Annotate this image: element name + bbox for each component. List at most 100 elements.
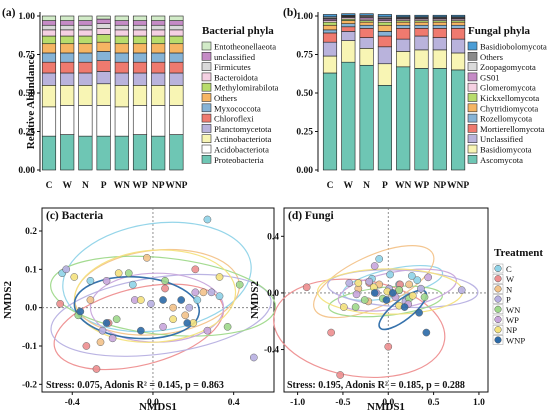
b-bar-segment-basidiobolomycota xyxy=(432,14,447,18)
c-point-w xyxy=(56,299,65,308)
c-point-wp xyxy=(203,326,212,335)
c-point-np xyxy=(114,269,123,278)
a-bar-segment-acidobacteriota xyxy=(60,105,75,135)
b-bar-segment-rozellomycota xyxy=(396,24,411,29)
b-bar-segment-mortierellomycota xyxy=(341,26,356,32)
a-bar-segment-bacteroidota xyxy=(96,28,111,35)
b-bar-segment-mortierellomycota xyxy=(451,28,466,40)
c-point-np xyxy=(137,296,145,304)
a-bar-segment-firmicutes xyxy=(60,24,75,31)
a-bar-segment-unclassified xyxy=(169,20,184,26)
c-point-p xyxy=(62,265,71,274)
a-bar-segment-methylomirabilota xyxy=(96,34,111,43)
b-bar-segment-basidiobolomycota xyxy=(451,14,466,18)
d-point-wn xyxy=(420,293,429,302)
b-legend-entry: Rozellomycota xyxy=(480,114,532,124)
a-bar-segment-chloroflexi xyxy=(132,61,148,74)
c-ellipse-np xyxy=(73,249,237,343)
b-legend-swatch xyxy=(467,51,478,61)
a-bar-segment-actinobacteriota xyxy=(41,85,57,108)
a-bar-segment-planctomycetota xyxy=(114,72,129,86)
b-bar-segment-rozellomycota xyxy=(322,29,338,34)
b-legend-swatch xyxy=(467,41,478,51)
a-bar-segment-others xyxy=(151,43,166,54)
a-bar-segment-entotheonellaeota xyxy=(132,15,148,21)
a-bar-segment-chloroflexi xyxy=(78,61,93,74)
a-bar-segment-bacteroidota xyxy=(151,29,166,37)
a-legend-entry: Actinobacteriota xyxy=(214,134,271,144)
a-bar-segment-methylomirabilota xyxy=(169,35,184,45)
c-y-tick-label: 0.2 xyxy=(25,227,37,237)
b-bar-segment-chytridiomycota xyxy=(341,20,356,25)
b-legend-swatch xyxy=(467,72,478,82)
d-point-c xyxy=(407,272,416,280)
treatment-legend-entry-p: P xyxy=(506,295,511,305)
c-point-wn xyxy=(223,322,232,331)
d-ellipse-n xyxy=(313,245,435,319)
treatment-legend-marker-np xyxy=(494,326,502,334)
a-x-tick-label: WN xyxy=(114,181,131,191)
b-x-tick-label: NP xyxy=(433,181,446,191)
b-bar-segment-mortierellomycota xyxy=(414,28,429,37)
a-bar-segment-proteobacteria xyxy=(60,134,75,171)
c-point-c xyxy=(86,276,95,285)
c-point-wp xyxy=(159,322,167,331)
a-bar-segment-acidobacteriota xyxy=(114,106,129,137)
b-bar-segment-basidiomycota xyxy=(322,55,338,74)
b-legend-entry: Unclassified xyxy=(480,134,524,144)
panel-d-frame xyxy=(283,207,489,393)
a-bar-segment-actinobacteriota xyxy=(169,85,184,106)
b-bar-segment-kickxellomycota xyxy=(377,21,392,26)
a-legend-entry: Methylomirabilota xyxy=(214,83,279,93)
a-bar-segment-others xyxy=(169,43,184,54)
a-bar-segment-bacteroidota xyxy=(41,29,57,37)
c-point-wn xyxy=(161,276,169,285)
b-bar-segment-ascomycota xyxy=(451,69,466,171)
d-point-wp xyxy=(370,262,379,270)
b-bar-segment-chytridiomycota xyxy=(414,21,429,26)
a-bar-segment-actinobacteriota xyxy=(132,85,148,106)
a-bar-segment-planctomycetota xyxy=(41,72,57,86)
b-bar-segment-basidiomycota xyxy=(341,40,356,63)
c-point-wn xyxy=(124,269,133,278)
a-y-tick-label: 0.50 xyxy=(18,89,35,99)
b-bar-segment-unclassified xyxy=(377,46,392,65)
d-point-w xyxy=(384,342,393,351)
treatment-legend-marker-wp xyxy=(494,315,502,324)
treatment-legend-marker-c xyxy=(494,264,502,273)
c-ellipse-wnp xyxy=(73,275,201,340)
d-point-p xyxy=(417,284,425,293)
a-legend-entry: Proteobacteria xyxy=(214,155,264,165)
panel-c-x-axis-title: NMDS1 xyxy=(139,401,177,413)
b-bar-segment-basidiomycota xyxy=(432,49,447,69)
b-legend-swatch xyxy=(467,155,478,164)
d-x-tick-label: 1.0 xyxy=(473,398,485,408)
b-bar-segment-ascomycota xyxy=(396,66,411,171)
b-bar-segment-ascomycota xyxy=(359,64,374,171)
treatment-legend-marker-wn xyxy=(494,305,502,313)
a-bar-segment-firmicutes xyxy=(41,24,57,31)
a-bar-segment-others xyxy=(41,43,57,54)
b-bar-segment-kickxellomycota xyxy=(322,21,338,26)
b-bar-segment-basidiobolomycota xyxy=(359,13,374,16)
b-bar-segment-mortierellomycota xyxy=(322,32,338,43)
d-x-tick-label: 0.5 xyxy=(428,398,440,408)
c-point-w xyxy=(191,265,200,274)
a-bar-segment-bacteroidota xyxy=(169,29,184,37)
d-y-tick-label: -0.4 xyxy=(264,346,279,356)
a-bar-segment-methylomirabilota xyxy=(78,35,93,45)
a-bar-segment-unclassified xyxy=(60,20,75,26)
a-bar-segment-proteobacteria xyxy=(78,135,93,171)
a-legend-entry: Bacteroidota xyxy=(214,72,258,82)
b-bar-segment-rozellomycota xyxy=(432,24,447,29)
c-point-c xyxy=(128,280,137,289)
b-bar-segment-mortierellomycota xyxy=(396,28,411,40)
a-bar-segment-myxococcota xyxy=(132,52,148,63)
a-bar-segment-planctomycetota xyxy=(169,72,184,86)
b-bar-segment-rozellomycota xyxy=(414,24,429,29)
a-bar-segment-unclassified xyxy=(132,20,148,26)
d-y-tick-label: 0.4 xyxy=(267,232,279,242)
b-bar-segment-unclassified xyxy=(359,37,374,49)
a-bar-segment-methylomirabilota xyxy=(41,35,57,45)
